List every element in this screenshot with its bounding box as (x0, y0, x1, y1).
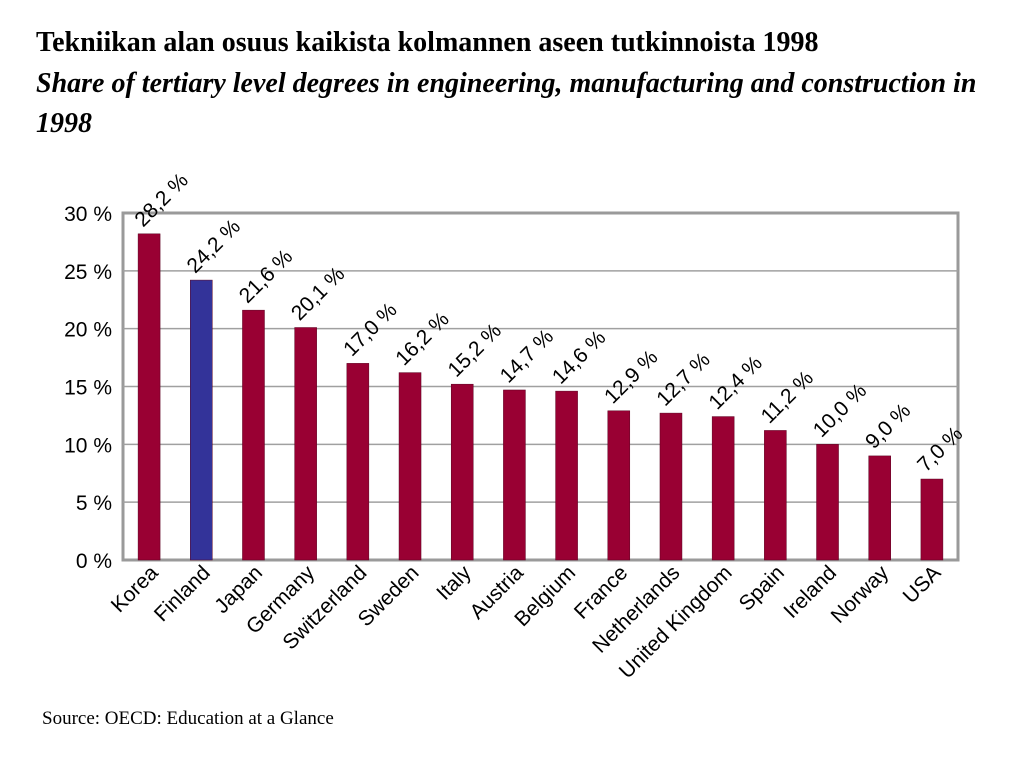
bar (711, 416, 735, 561)
bar (137, 233, 161, 561)
bar (659, 412, 683, 561)
bar (764, 430, 787, 561)
bar (503, 389, 526, 561)
y-tick-label: 30 % (64, 203, 112, 226)
y-tick-label: 5 % (76, 492, 112, 515)
x-tick-label: USA (899, 561, 946, 608)
bar (868, 455, 891, 561)
x-tick-label: Finland (150, 561, 215, 626)
bar (450, 383, 474, 561)
bar (398, 372, 422, 561)
bar (294, 327, 317, 561)
bar (920, 478, 944, 561)
y-tick-label: 25 % (64, 261, 112, 284)
bar (607, 410, 631, 561)
source-note: Source: OECD: Education at a Glance (42, 708, 334, 729)
bar (346, 363, 370, 561)
chart-title-block: Tekniikan alan osuus kaikista kolmannen … (36, 22, 1006, 144)
bar (555, 390, 578, 561)
x-tick-label: Italy (432, 561, 476, 605)
y-tick-label: 10 % (64, 434, 112, 457)
x-tick-label: Norway (827, 561, 894, 628)
y-tick-label: 15 % (64, 377, 112, 400)
bar (816, 444, 839, 561)
y-tick-label: 0 % (76, 550, 112, 573)
bar (190, 279, 213, 561)
chart-title-finnish: Tekniikan alan osuus kaikista kolmannen … (36, 27, 819, 58)
y-tick-label: 20 % (64, 319, 112, 342)
chart-title-english: Share of tertiary level degrees in engin… (36, 68, 977, 139)
bar (242, 309, 265, 561)
